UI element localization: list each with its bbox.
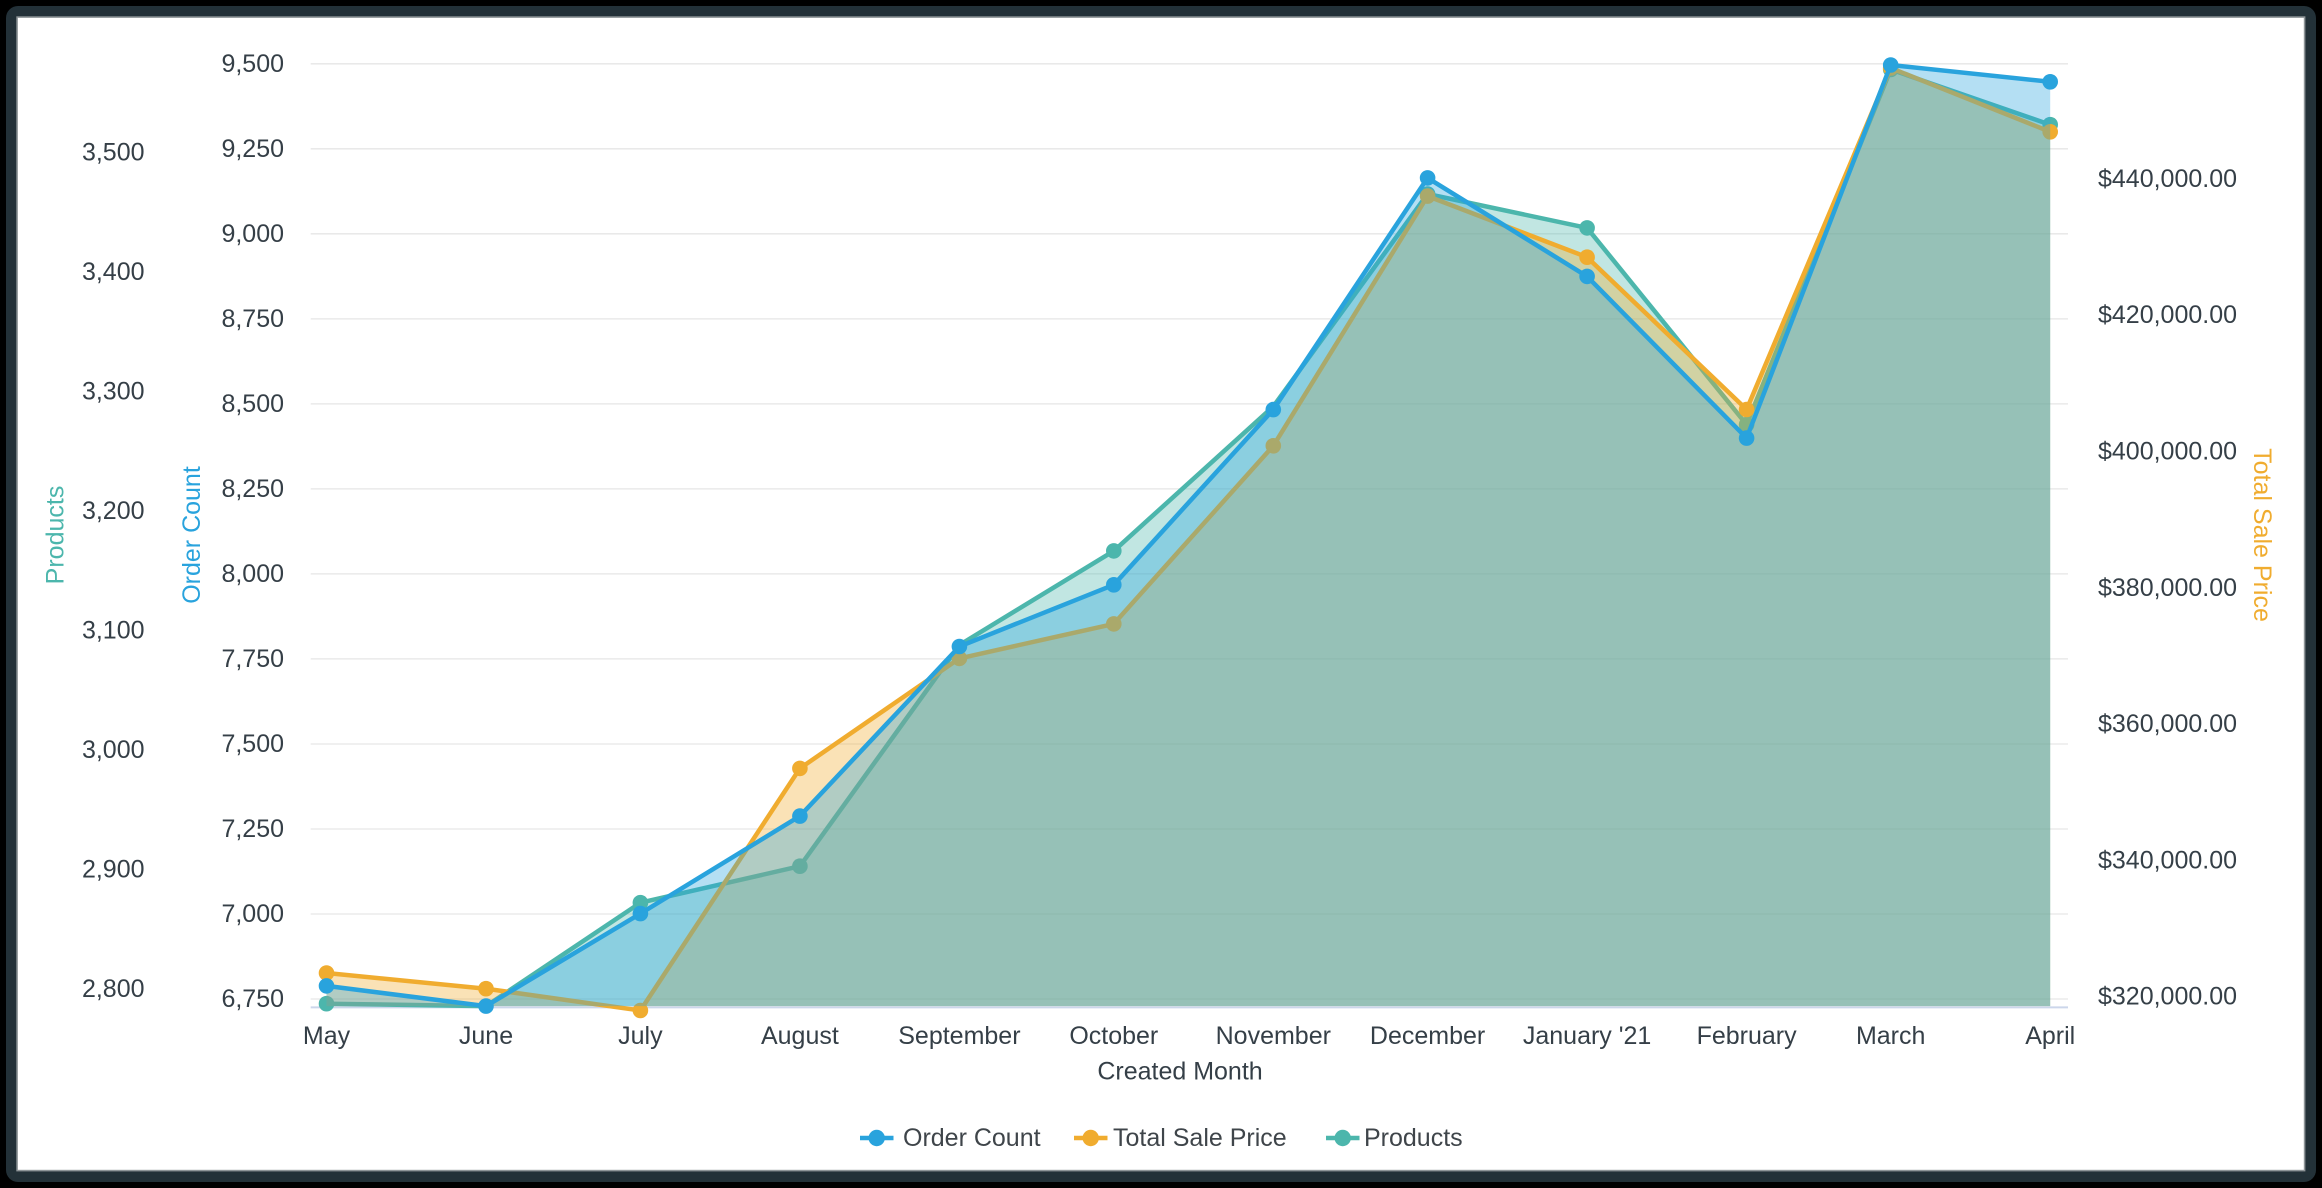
svg-text:July: July [618,1022,663,1050]
svg-text:7,250: 7,250 [221,815,284,843]
svg-text:3,300: 3,300 [82,378,145,406]
svg-text:$360,000.00: $360,000.00 [2098,710,2237,738]
svg-text:Products: Products [1364,1124,1463,1152]
svg-text:3,100: 3,100 [82,617,145,645]
svg-text:8,750: 8,750 [221,305,284,333]
svg-text:7,000: 7,000 [221,900,284,928]
svg-text:3,000: 3,000 [82,736,145,764]
svg-text:$420,000.00: $420,000.00 [2098,301,2237,329]
svg-text:March: March [1856,1022,1925,1050]
svg-text:$440,000.00: $440,000.00 [2098,165,2237,193]
svg-text:Products: Products [42,486,70,585]
svg-text:$400,000.00: $400,000.00 [2098,438,2237,466]
svg-text:8,000: 8,000 [221,560,284,588]
svg-text:9,000: 9,000 [221,220,284,248]
svg-text:2,800: 2,800 [82,975,145,1003]
svg-text:3,400: 3,400 [82,258,145,286]
svg-text:Created Month: Created Month [1097,1058,1262,1086]
svg-text:April: April [2025,1022,2075,1050]
svg-text:Total Sale Price: Total Sale Price [2248,448,2276,622]
svg-text:8,250: 8,250 [221,475,284,503]
svg-text:$340,000.00: $340,000.00 [2098,846,2237,874]
svg-text:October: October [1069,1022,1158,1050]
svg-text:December: December [1370,1022,1485,1050]
svg-text:$320,000.00: $320,000.00 [2098,983,2237,1011]
svg-text:7,750: 7,750 [221,645,284,673]
svg-text:Order Count: Order Count [178,466,206,604]
svg-text:9,250: 9,250 [221,135,284,163]
svg-text:February: February [1697,1022,1798,1050]
svg-text:3,200: 3,200 [82,497,145,525]
svg-text:7,500: 7,500 [221,730,284,758]
svg-text:November: November [1216,1022,1331,1050]
svg-text:June: June [459,1022,513,1050]
svg-text:3,500: 3,500 [82,139,145,167]
svg-text:Order Count: Order Count [903,1124,1041,1152]
svg-text:9,500: 9,500 [221,50,284,78]
svg-text:Total Sale Price: Total Sale Price [1113,1124,1287,1152]
svg-text:August: August [761,1022,839,1050]
svg-text:6,750: 6,750 [221,985,284,1013]
svg-text:$380,000.00: $380,000.00 [2098,574,2237,602]
svg-text:May: May [303,1022,351,1050]
svg-text:September: September [898,1022,1020,1050]
svg-text:January '21: January '21 [1523,1022,1651,1050]
svg-text:8,500: 8,500 [221,390,284,418]
svg-text:2,900: 2,900 [82,856,145,884]
